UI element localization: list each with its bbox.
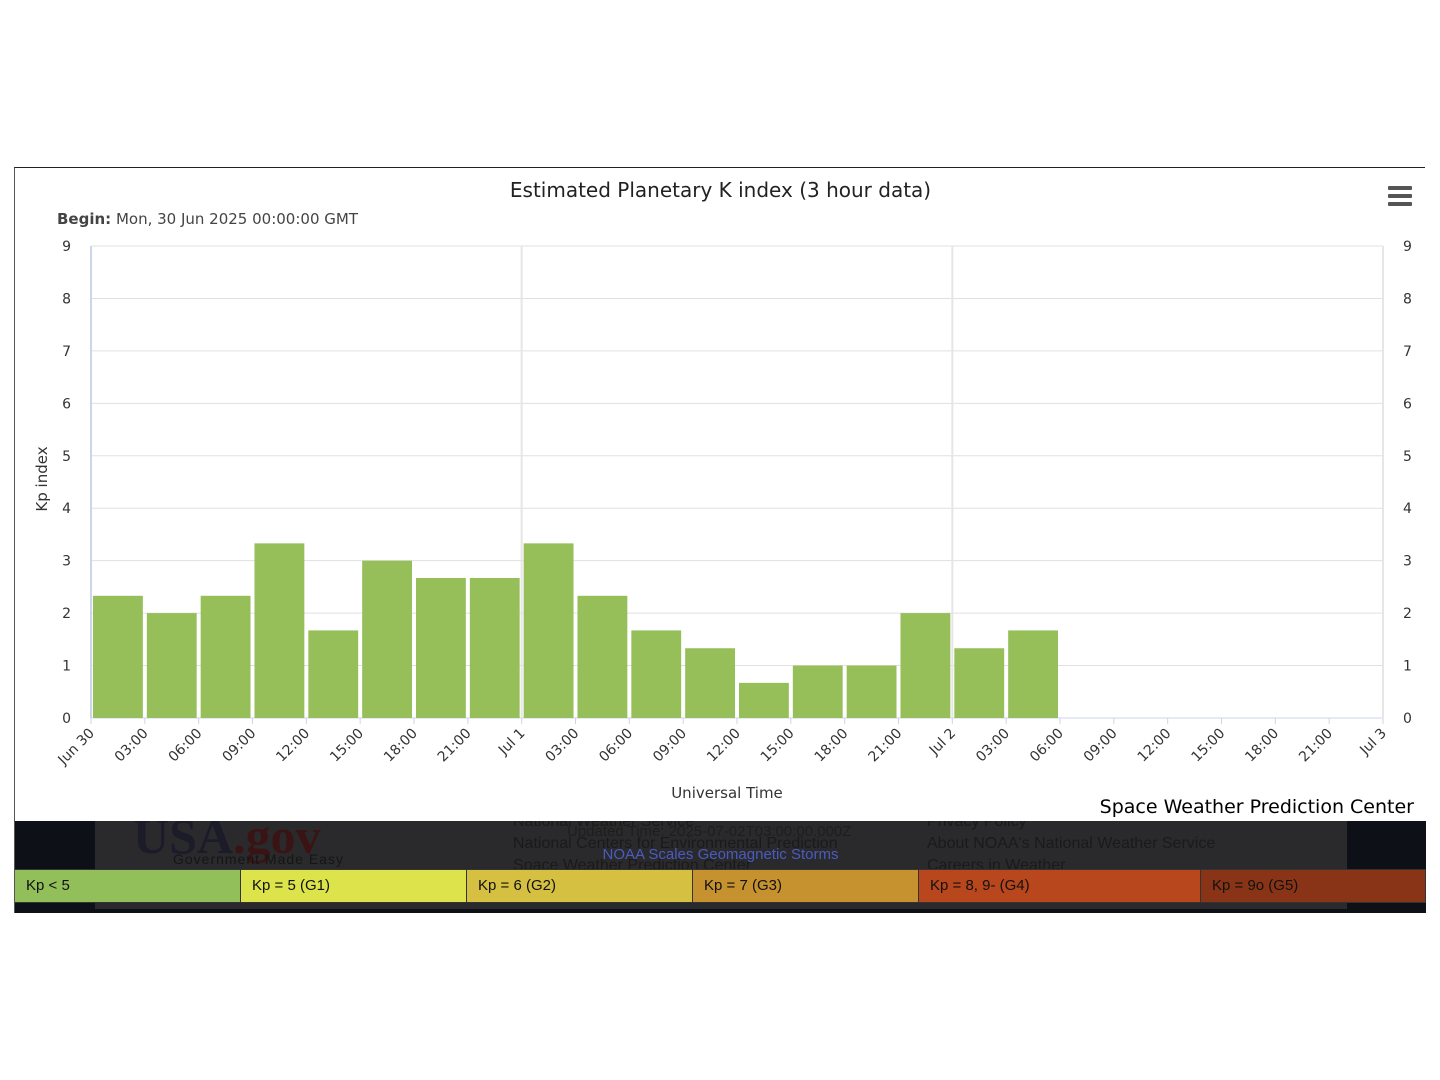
legend-item: Kp = 5 (G1) [241,869,467,903]
x-tick-label: Jul 1 [495,726,528,759]
chart-credit: Space Weather Prediction Center [1099,796,1414,818]
x-tick-label: Jun 30 [55,726,98,769]
x-tick-label: 09:00 [219,726,259,766]
usa-gov-logo[interactable]: USA.gov [133,821,321,864]
y-tick-label-right: 5 [1403,449,1412,465]
kp-bar [308,630,359,718]
x-tick-label: 18:00 [1242,726,1282,766]
footer-link-ncep[interactable]: National Centers for Environmental Predi… [513,835,838,852]
x-tick-label: 18:00 [381,726,421,766]
kp-bar [739,682,789,718]
x-tick-label: 18:00 [812,726,852,766]
kp-bar [469,577,520,718]
usa-gov-tagline: Government Made Easy [173,851,344,867]
y-tick-label-right: 9 [1403,239,1412,255]
kp-bar [685,648,735,718]
y-tick-label: 9 [62,239,71,255]
x-tick-label: 03:00 [542,726,582,766]
y-tick-label: 6 [62,396,71,412]
y-tick-label-right: 0 [1403,711,1412,727]
y-tick-label: 3 [62,554,71,570]
x-tick-label: 06:00 [166,726,206,766]
x-tick-label: 03:00 [112,726,152,766]
updated-time: Updated Time: 2025-07-02T03:00:00.000Z [567,823,852,840]
x-tick-label: 03:00 [973,726,1013,766]
y-tick-label-right: 2 [1403,606,1412,622]
kp-bar [200,595,251,718]
y-tick-label: 0 [62,711,71,727]
x-tick-label: Jul 3 [1356,726,1389,759]
y-tick-label-right: 1 [1403,659,1412,675]
chart-area: 0 0 1 1 2 2 3 3 4 4 5 5 6 6 7 7 8 8 9 9 Jun 30 03:00 06:00 09:0… [15,168,1426,821]
chart-title: Estimated Planetary K index (3 hour data… [509,178,932,202]
kp-bar [631,630,682,718]
kp-bar [846,665,897,718]
noaa-scales-link[interactable]: NOAA Scales Geomagnetic Storms [602,846,839,863]
x-tick-label: 21:00 [435,726,475,766]
footer-link-nws[interactable]: National Weather Service [513,821,695,830]
legend-item: Kp < 5 [15,869,241,903]
x-tick-label: 12:00 [273,726,313,766]
x-tick-label: 12:00 [704,726,744,766]
x-tick-label: 15:00 [758,726,798,766]
x-tick-label: 09:00 [1081,726,1121,766]
chart-subtitle: Begin: Mon, 30 Jun 2025 00:00:00 GMT [57,210,358,228]
footer-link-about[interactable]: About NOAA's National Weather Service [927,835,1216,852]
chart-container: 0 0 1 1 2 2 3 3 4 4 5 5 6 6 7 7 8 8 9 9 Jun 30 03:00 06:00 09:0… [14,167,1426,913]
kp-bar [93,595,143,718]
kp-bar-chart: 0 0 1 1 2 2 3 3 4 4 5 5 6 6 7 7 8 8 9 9 Jun 30 03:00 06:00 09:0… [33,239,1412,802]
x-tick-label: 21:00 [1296,726,1336,766]
legend-item: Kp = 8, 9- (G4) [919,869,1201,903]
x-tick-label: 21:00 [865,726,905,766]
x-tick-label: 15:00 [1188,726,1228,766]
kp-bar [1008,630,1058,718]
kp-bar [416,577,466,718]
kp-bar [362,560,412,718]
kp-bar [954,648,1005,718]
legend-item: Kp = 6 (G2) [467,869,693,903]
y-tick-label-right: 6 [1403,396,1412,412]
y-tick-label: 5 [62,449,71,465]
x-tick-label: 15:00 [327,726,367,766]
footer-link-privacy[interactable]: Privacy Policy [927,821,1027,830]
y-tick-label-right: 3 [1403,554,1412,570]
y-tick-label: 2 [62,606,71,622]
legend-item: Kp = 9o (G5) [1201,869,1426,903]
x-tick-label: 09:00 [650,726,690,766]
kp-bar [792,665,843,718]
y-axis-title: Kp index [33,446,51,511]
subtitle-label: Begin: [57,210,112,228]
footer-band: USA.gov Government Made Easy National We… [15,821,1426,913]
y-tick-label: 7 [62,344,71,360]
hamburger-menu-icon[interactable] [1388,186,1412,208]
kp-bar [900,613,951,718]
x-tick-label: 06:00 [1027,726,1067,766]
legend-item: Kp = 7 (G3) [693,869,919,903]
y-tick-label-right: 7 [1403,344,1412,360]
kp-legend: Kp < 5 Kp = 5 (G1) Kp = 6 (G2) Kp = 7 (G3) K… [15,869,1426,903]
y-tick-label: 8 [62,291,71,307]
y-tick-label-right: 4 [1403,501,1412,517]
kp-bar [577,595,628,718]
x-tick-label: 06:00 [596,726,636,766]
x-axis-title: Universal Time [671,784,783,802]
y-tick-label: 1 [62,659,71,675]
kp-bar [254,543,305,718]
x-tick-label: Jul 2 [926,726,959,759]
kp-bar [523,543,574,718]
x-tick-label: 12:00 [1135,726,1175,766]
kp-bar [146,613,197,718]
subtitle-value: Mon, 30 Jun 2025 00:00:00 GMT [115,210,358,228]
y-tick-label-right: 8 [1403,291,1412,307]
y-tick-label: 4 [62,501,71,517]
